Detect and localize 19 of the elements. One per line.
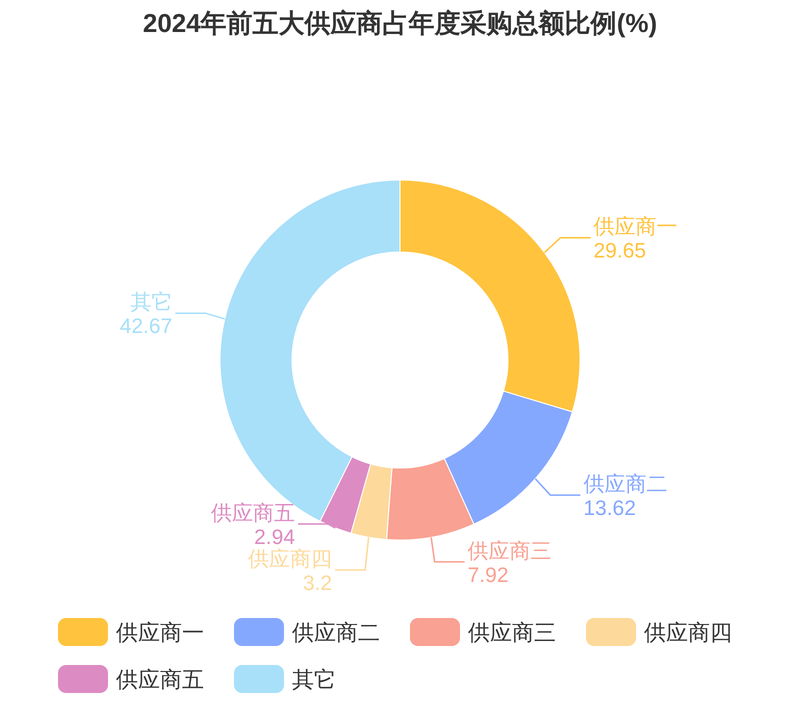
slice-label: 供应商五 (211, 502, 296, 525)
legend-label: 供应商二 (292, 620, 380, 645)
legend-label: 供应商四 (644, 620, 732, 645)
data-label: 3.2 (302, 572, 332, 595)
slice-label: 供应商一 (594, 216, 678, 239)
legend-label: 供应商三 (468, 620, 556, 645)
slice-label: 供应商二 (583, 473, 668, 496)
data-label: 29.65 (594, 240, 646, 263)
slice-label: 供应商三 (468, 540, 552, 563)
slice-label: 其它 (130, 291, 172, 314)
slice-label: 供应商四 (248, 548, 332, 571)
data-label: 42.67 (120, 315, 172, 338)
data-label: 2.94 (254, 526, 296, 549)
legend-label: 供应商一 (116, 620, 204, 645)
legend-label: 其它 (292, 667, 336, 692)
data-label: 7.92 (468, 564, 509, 587)
chart-title: 2024年前五大供应商占年度采购总额比例(%) (142, 8, 658, 38)
data-label: 13.62 (583, 497, 636, 520)
legend-label: 供应商五 (116, 667, 204, 692)
